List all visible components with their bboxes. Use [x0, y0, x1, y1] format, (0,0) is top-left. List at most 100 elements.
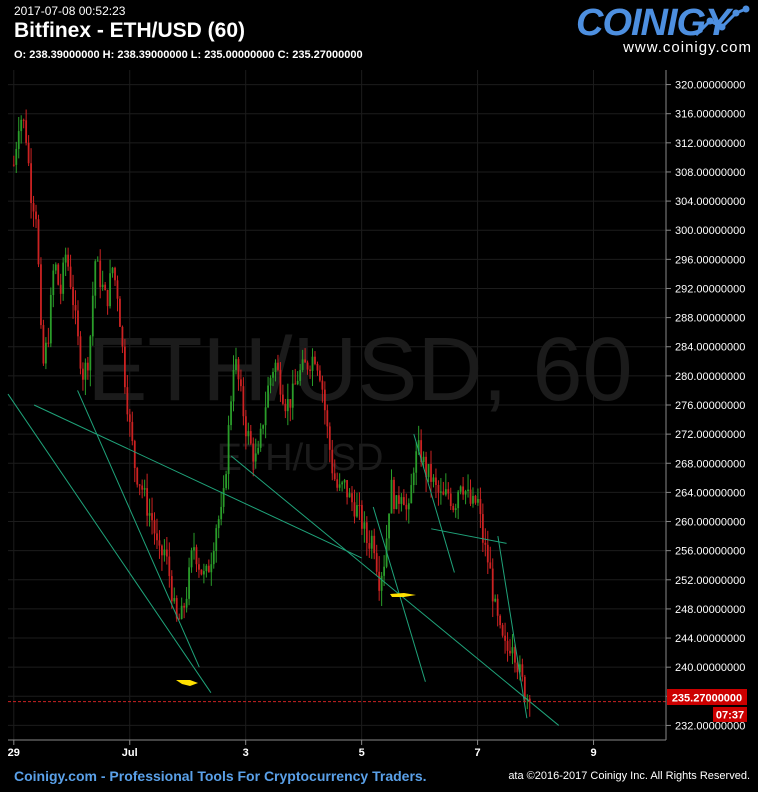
x-tick-label: 29: [8, 747, 20, 759]
candle-body: [444, 489, 447, 495]
candle-body: [156, 533, 158, 541]
candle-body: [52, 270, 55, 295]
candle-body: [464, 491, 467, 495]
candle-body: [249, 431, 252, 444]
trend-line[interactable]: [431, 528, 507, 544]
y-tick-label: 268.00000000: [675, 458, 745, 470]
footer-tagline[interactable]: Coinigy.com - Professional Tools For Cry…: [14, 768, 427, 784]
candle-body: [27, 142, 30, 164]
candle-body: [178, 618, 181, 620]
candle-body: [40, 264, 42, 326]
candle-body: [262, 425, 265, 429]
candle-body: [380, 575, 383, 591]
y-tick-label: 296.00000000: [675, 254, 745, 266]
candle-body: [101, 284, 104, 288]
trend-line[interactable]: [77, 390, 200, 668]
coinigy-logo[interactable]: COINIGY www.coinigy.com: [576, 2, 752, 58]
trend-line[interactable]: [33, 404, 362, 559]
chart-watermark-sub: ETH/USD: [217, 437, 384, 479]
candle-body: [74, 305, 77, 311]
candle-body: [94, 261, 97, 296]
x-tick-label: 7: [475, 747, 481, 759]
candle-body: [77, 310, 79, 337]
candle-body: [143, 488, 146, 490]
candle-body: [452, 506, 455, 511]
candle-body: [469, 489, 472, 504]
candle-body: [286, 399, 289, 412]
trend-line[interactable]: [497, 536, 528, 719]
candle-body: [356, 505, 358, 517]
candle-body: [123, 346, 126, 388]
candle-body: [190, 550, 193, 568]
candle-body: [227, 425, 230, 475]
candle-body: [353, 502, 356, 517]
candle-body: [57, 264, 60, 285]
y-tick-label: 264.00000000: [675, 487, 745, 499]
candle-body: [494, 598, 497, 602]
chart-watermark-main: ETH/USD, 60: [87, 320, 632, 420]
y-tick-label: 300.00000000: [675, 225, 745, 237]
candle-body: [42, 325, 45, 364]
candle-body: [375, 553, 378, 572]
candle-body: [439, 491, 442, 493]
candle-body: [341, 482, 344, 485]
candle-body: [79, 336, 82, 369]
annotation-markers: [176, 593, 416, 686]
candle-body: [407, 503, 410, 510]
candle-body: [435, 477, 437, 485]
candle-body: [15, 148, 18, 165]
candle-body: [20, 119, 23, 132]
candle-body: [109, 273, 111, 307]
candle-body: [12, 164, 15, 166]
y-tick-label: 244.00000000: [675, 633, 745, 645]
candle-body: [289, 399, 292, 408]
trend-line[interactable]: [413, 433, 455, 573]
candle-body: [242, 386, 245, 417]
candle-body: [200, 569, 203, 575]
candle-body: [62, 262, 65, 294]
candle-body: [420, 440, 423, 463]
candle-body: [405, 504, 408, 510]
candle-body: [165, 549, 168, 557]
candle-body: [188, 567, 190, 599]
candle-body: [301, 359, 304, 370]
candle-body: [383, 566, 386, 576]
candle-body: [244, 416, 247, 437]
trend-line[interactable]: [230, 455, 560, 726]
y-tick-label: 308.00000000: [675, 167, 745, 179]
candle-body: [267, 385, 269, 408]
candle-body: [254, 453, 257, 462]
candle-body: [180, 605, 183, 619]
y-tick-label: 272.00000000: [675, 429, 745, 441]
candle-body: [415, 451, 418, 473]
candle-body: [146, 488, 149, 516]
y-tick-label: 304.00000000: [675, 196, 745, 208]
candle-body: [274, 362, 277, 373]
candle-body: [222, 488, 225, 507]
chart-title: Bitfinex - ETH/USD (60): [14, 19, 246, 42]
countdown-label: 07:37: [716, 710, 744, 722]
x-tick-label: 9: [590, 747, 596, 759]
trend-lines: [7, 390, 560, 726]
candle-body: [84, 362, 87, 380]
candle-body: [348, 493, 351, 498]
candle-body: [449, 493, 452, 507]
candle-body: [373, 535, 376, 554]
candle-body: [96, 260, 99, 262]
candle-body: [425, 456, 427, 478]
candle-body: [321, 380, 324, 390]
candle-body: [183, 605, 186, 608]
price-badge-label: 235.27000000: [672, 693, 742, 705]
candle-body: [316, 363, 319, 371]
candle-body: [496, 598, 499, 616]
trend-line[interactable]: [7, 393, 212, 693]
candle-body: [281, 394, 284, 404]
candle-body: [388, 513, 390, 539]
candle-body: [232, 370, 235, 402]
candle-body: [158, 540, 161, 546]
candle-body: [422, 456, 425, 463]
candle-body: [195, 547, 198, 565]
candle-body: [30, 163, 32, 204]
candle-body: [69, 266, 72, 288]
